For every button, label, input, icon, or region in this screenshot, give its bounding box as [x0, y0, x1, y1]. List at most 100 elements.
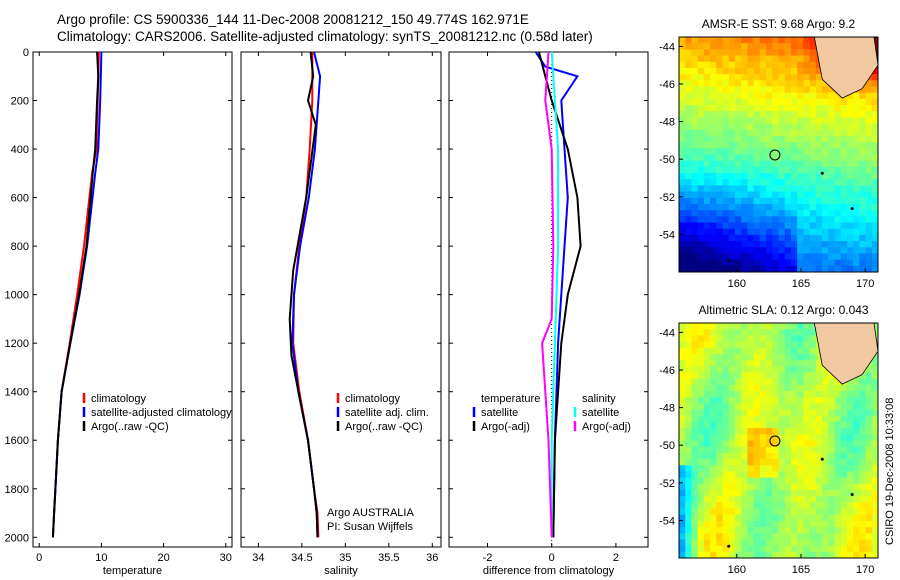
heatmap-cell — [734, 61, 742, 69]
heatmap-cell — [679, 259, 686, 267]
heatmap-cell — [803, 539, 811, 547]
heatmap-cell — [865, 440, 873, 448]
heatmap-cell — [815, 397, 823, 404]
heatmap-cell — [803, 545, 811, 553]
y-tick-label: -46 — [659, 79, 675, 91]
heatmap-cell — [685, 166, 693, 174]
heatmap-cell — [846, 166, 854, 174]
heatmap-cell — [834, 265, 842, 272]
heatmap-cell — [679, 397, 686, 404]
legend-entry: Argo(-adj) — [481, 421, 530, 433]
heatmap-cell — [822, 197, 829, 205]
heatmap-cell — [778, 259, 786, 267]
heatmap-cell — [728, 86, 736, 94]
heatmap-cell — [815, 533, 823, 541]
heatmap-cell — [747, 428, 755, 435]
heatmap-cell — [716, 67, 724, 75]
heatmap-cell — [871, 197, 878, 205]
heatmap-cell — [747, 465, 755, 473]
heatmap-cell — [828, 421, 836, 429]
heatmap-cell — [734, 154, 742, 162]
heatmap-cell — [703, 185, 711, 193]
heatmap-cell — [766, 366, 773, 374]
heatmap-cell — [778, 508, 786, 516]
heatmap-cell — [784, 173, 792, 180]
heatmap-cell — [722, 185, 730, 193]
heatmap-cell — [710, 353, 717, 361]
heatmap-cell — [710, 55, 717, 63]
heatmap-cell — [685, 179, 693, 187]
heatmap-cell — [697, 166, 705, 174]
heatmap-cell — [840, 253, 848, 261]
heatmap-cell — [741, 222, 749, 230]
heatmap-cell — [766, 92, 773, 100]
heatmap-cell — [753, 329, 761, 336]
heatmap-cell — [766, 533, 773, 541]
heatmap-cell — [871, 259, 878, 267]
heatmap-cell — [716, 203, 724, 211]
heatmap-cell — [809, 502, 817, 510]
heatmap-cell — [803, 459, 811, 466]
heatmap-cell — [797, 253, 804, 261]
heatmap-cell — [766, 520, 773, 528]
heatmap-cell — [772, 210, 780, 217]
heatmap-cell — [840, 403, 848, 411]
heatmap-cell — [778, 533, 786, 541]
heatmap-cell — [703, 123, 711, 131]
heatmap-cell — [697, 148, 705, 156]
heatmap-cell — [809, 173, 817, 180]
y-tick-label: 1200 — [5, 338, 29, 350]
heatmap-cell — [747, 92, 755, 100]
heatmap-cell — [853, 259, 860, 267]
heatmap-cell — [778, 421, 786, 429]
heatmap-cell — [703, 135, 711, 143]
heatmap-cell — [722, 329, 730, 336]
heatmap-cell — [859, 384, 867, 392]
heatmap-cell — [747, 228, 755, 236]
heatmap-cell — [679, 378, 686, 386]
heatmap-cell — [766, 129, 773, 137]
heatmap-cell — [728, 253, 736, 261]
heatmap-cell — [716, 173, 724, 180]
heatmap-cell — [685, 477, 693, 485]
heatmap-cell — [815, 471, 823, 479]
x-tick-label: 0 — [36, 552, 42, 564]
heatmap-cell — [772, 483, 780, 491]
heatmap-cell — [815, 253, 823, 261]
heatmap-cell — [691, 397, 699, 404]
heatmap-cell — [828, 415, 836, 423]
heatmap-cell — [846, 105, 854, 112]
heatmap-cell — [784, 440, 792, 448]
heatmap-cell — [828, 372, 836, 380]
heatmap-cell — [790, 129, 798, 137]
heatmap-cell — [685, 253, 693, 261]
heatmap-cell — [691, 421, 699, 429]
heatmap-cell — [747, 446, 755, 454]
heatmap-cell — [766, 477, 773, 485]
heatmap-cell — [865, 210, 873, 217]
heatmap-cell — [716, 43, 724, 50]
heatmap-cell — [846, 173, 854, 180]
x-axis-label: temperature — [103, 565, 162, 577]
heatmap-cell — [679, 539, 686, 547]
heatmap-cell — [728, 421, 736, 429]
heatmap-cell — [834, 434, 842, 442]
heatmap-cell — [859, 452, 867, 460]
heatmap-cell — [728, 483, 736, 491]
heatmap-cell — [716, 446, 724, 454]
heatmap-cell — [710, 92, 717, 100]
heatmap-cell — [734, 539, 742, 547]
heatmap-cell — [834, 129, 842, 137]
heatmap-cell — [766, 117, 773, 125]
heatmap-cell — [691, 98, 699, 106]
heatmap-cell — [728, 514, 736, 522]
heatmap-cell — [815, 92, 823, 100]
heatmap-cell — [784, 489, 792, 497]
x-tick-label: -2 — [483, 552, 493, 564]
heatmap-cell — [697, 55, 705, 63]
heatmap-cell — [853, 527, 860, 534]
heatmap-cell — [815, 86, 823, 94]
heatmap-cell — [685, 216, 693, 224]
heatmap-cell — [722, 335, 730, 343]
heatmap-cell — [741, 49, 749, 57]
